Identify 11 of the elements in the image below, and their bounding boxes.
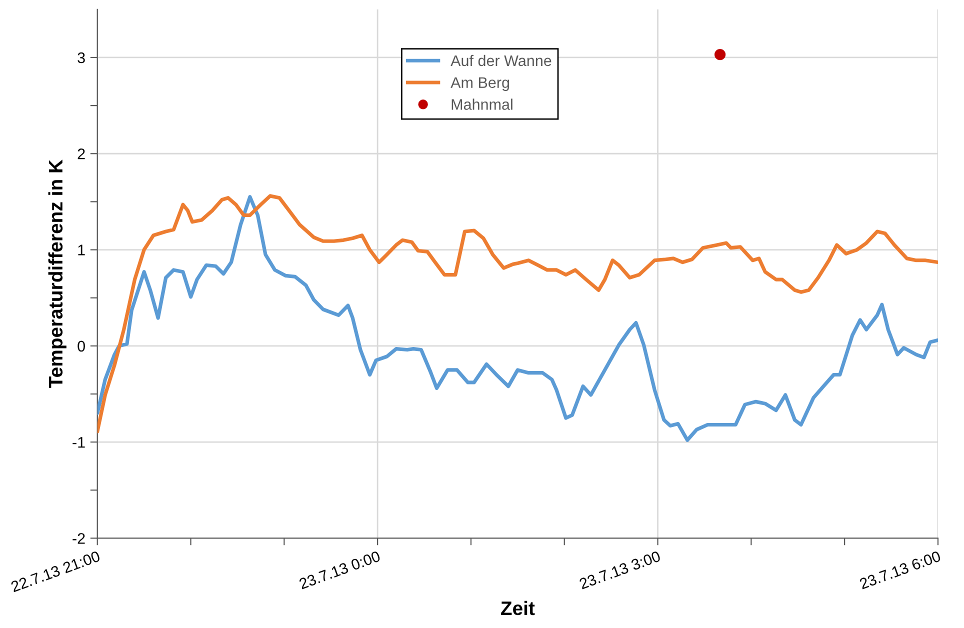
legend-label: Am Berg: [450, 77, 510, 92]
legend-label: Auf der Wanne: [450, 54, 552, 66]
x-axis-title: Zeit: [500, 600, 535, 616]
legend-label: Mahnmal: [452, 98, 512, 110]
y-axis-title: Temperaturdifferenz in K: [48, 160, 66, 388]
y-tick-label: -1: [72, 437, 85, 448]
y-tick-label: 1: [78, 244, 85, 256]
y-tick-label: 3: [78, 52, 85, 64]
y-tick-label: 0: [78, 340, 85, 352]
y-tick-label: 2: [78, 148, 85, 160]
y-tick-label: -2: [72, 533, 85, 544]
